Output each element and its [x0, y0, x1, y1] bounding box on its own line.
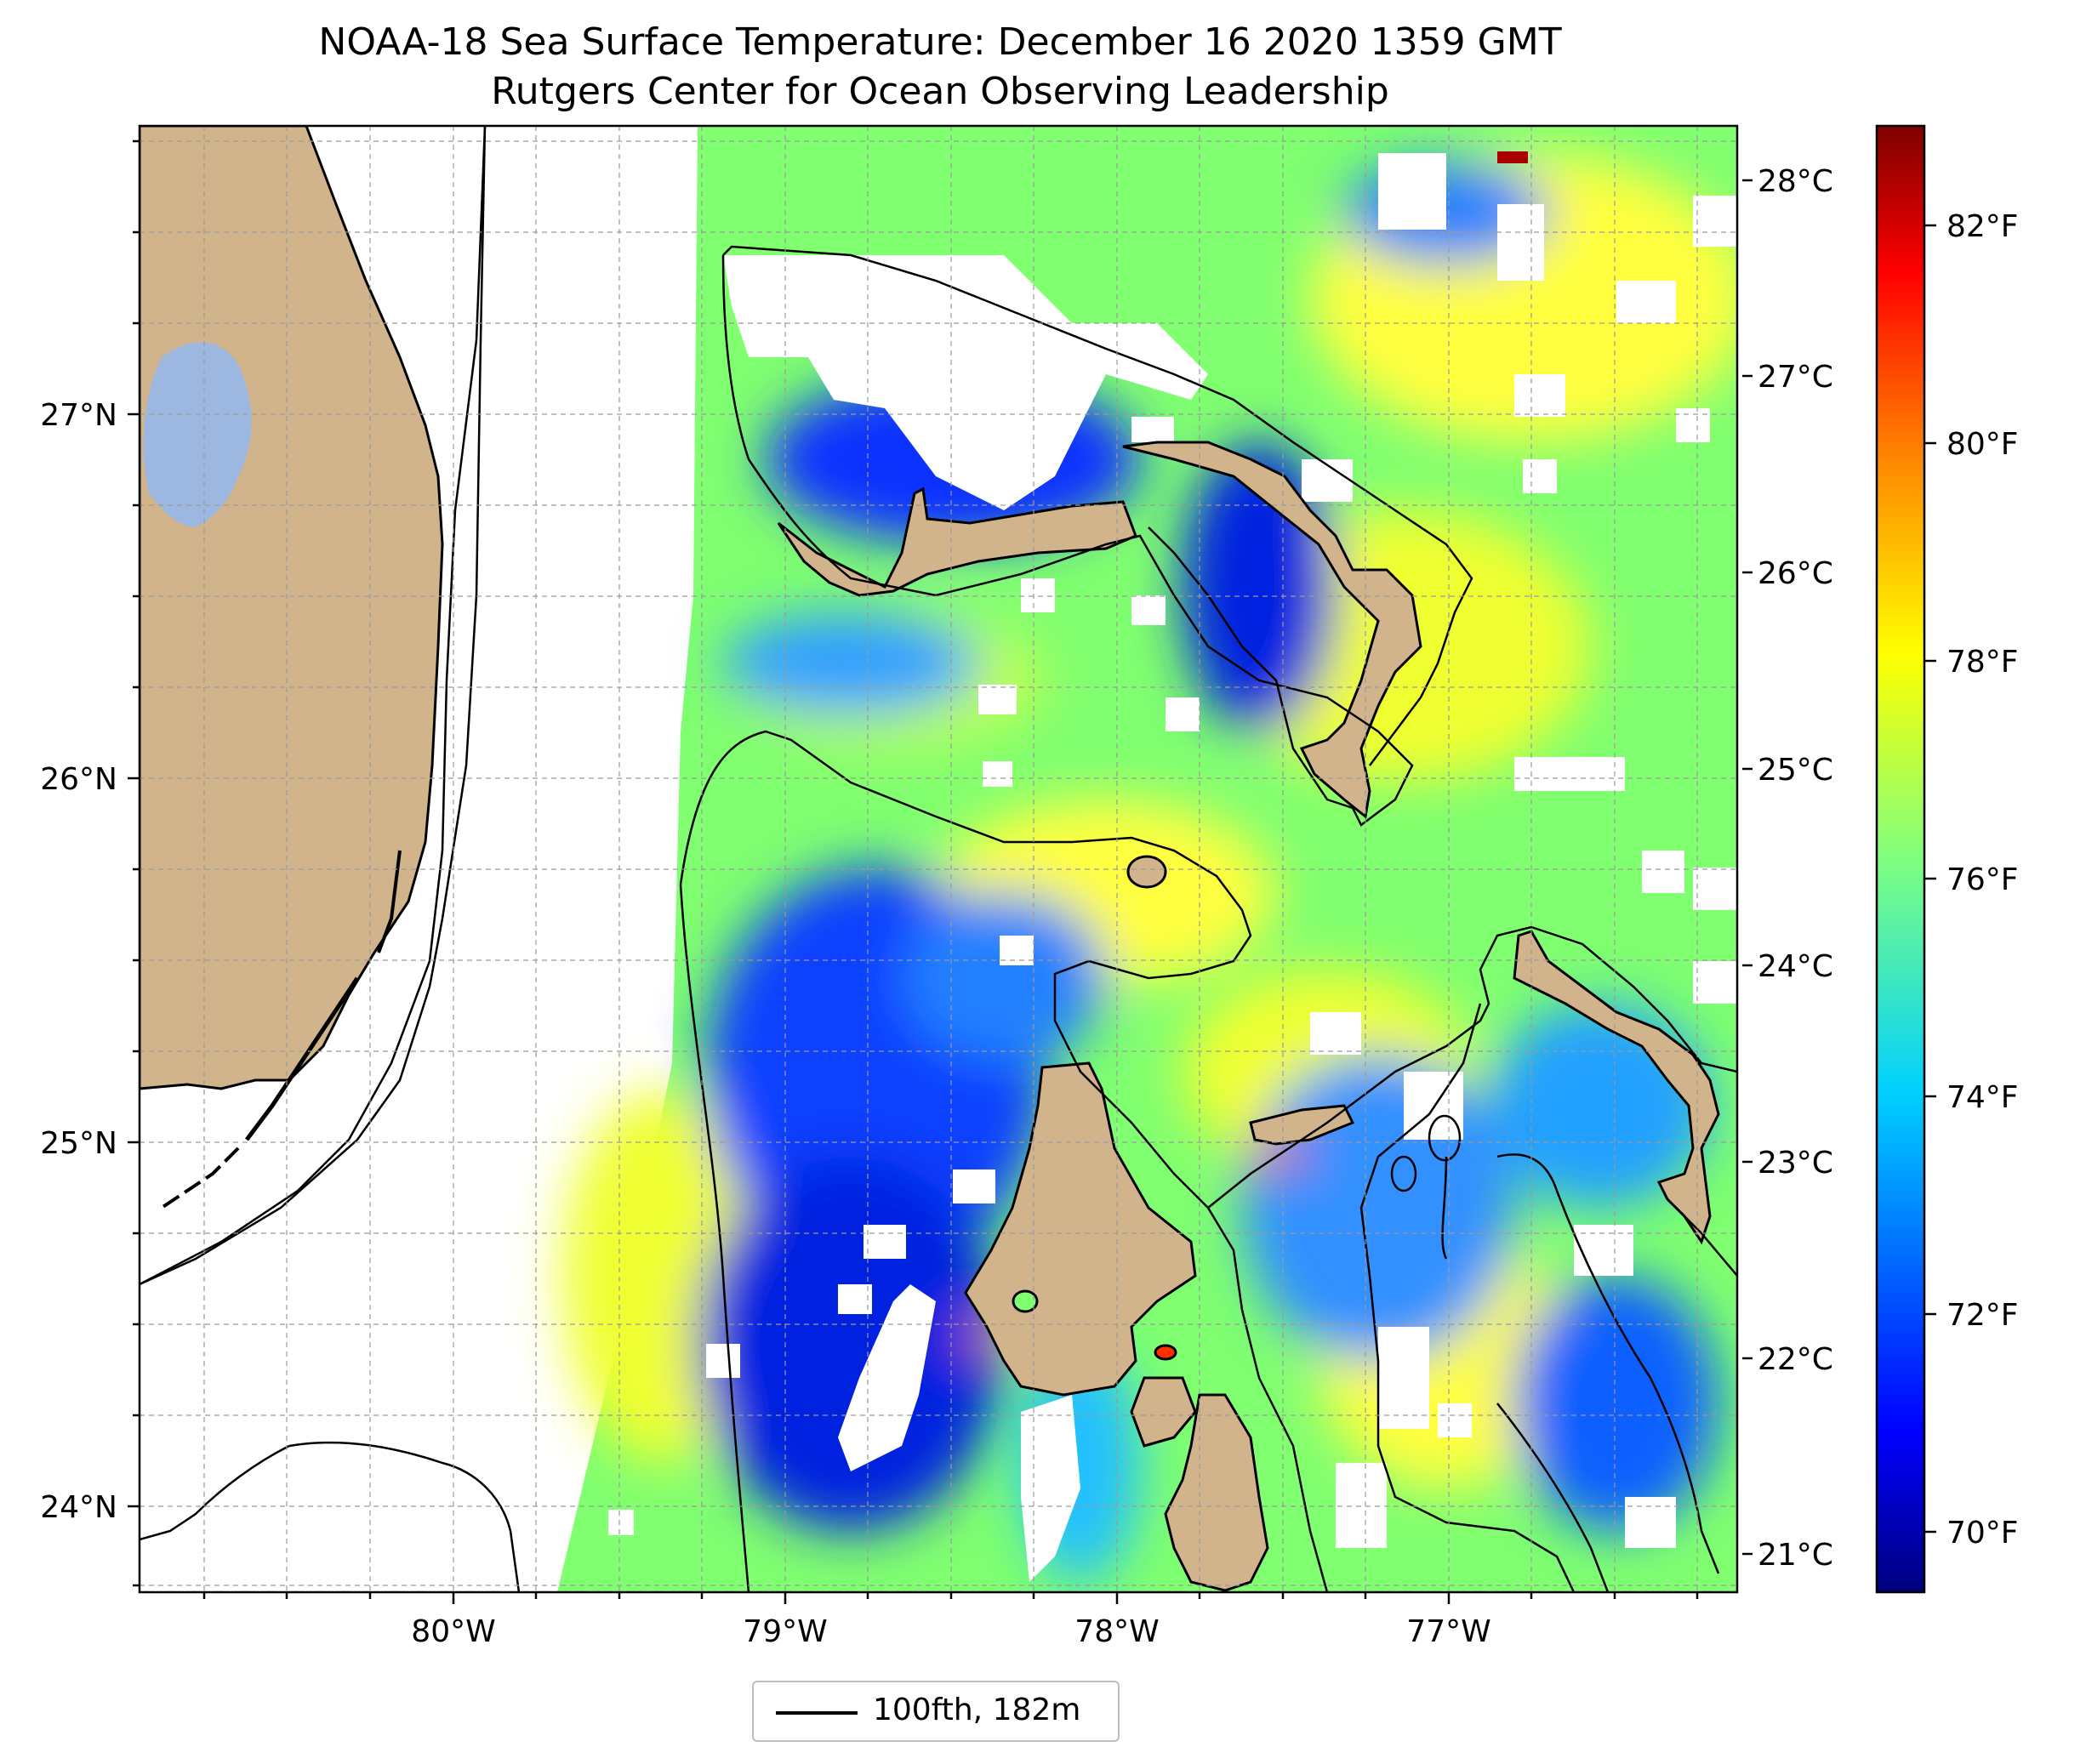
lat-ticks: [128, 139, 140, 1587]
map-title: NOAA-18 Sea Surface Temperature: Decembe…: [318, 20, 1562, 64]
colorbar-celsius-tick: 22°C: [1758, 1342, 1833, 1377]
land-florida: [140, 126, 444, 1209]
colorbar: 28°C 27°C 26°C 25°C 24°C 23°C 22°C 21°C …: [1742, 124, 2019, 1594]
colorbar-fahrenheit-tick: 72°F: [1946, 1298, 2019, 1333]
lon-label: 79°W: [743, 1614, 827, 1649]
lon-label: 80°W: [411, 1614, 495, 1649]
lon-label: 78°W: [1074, 1614, 1159, 1649]
colorbar-celsius-tick: 24°C: [1758, 949, 1833, 984]
land-bahamas: [777, 441, 1720, 1592]
colorbar-celsius-tick: 26°C: [1758, 556, 1833, 591]
colorbar-celsius-tick: 28°C: [1758, 164, 1833, 199]
colorbar-gradient: [1875, 124, 1926, 1594]
colorbar-fahrenheit-tick: 82°F: [1946, 209, 2019, 244]
lat-label: 25°N: [40, 1126, 117, 1161]
lon-label: 77°W: [1406, 1614, 1490, 1649]
colorbar-celsius-tick: 27°C: [1758, 360, 1833, 395]
map-frame: [138, 124, 1739, 1594]
lon-ticks: [202, 1592, 1699, 1604]
legend-line-swatch: [776, 1711, 858, 1715]
legend-label: 100fth, 182m: [873, 1693, 1081, 1727]
lat-label: 26°N: [40, 762, 117, 797]
lat-label: 27°N: [40, 398, 117, 433]
lat-label: 24°N: [40, 1490, 117, 1525]
legend: 100fth, 182m: [752, 1681, 1120, 1742]
colorbar-celsius-tick: 21°C: [1758, 1538, 1833, 1573]
colorbar-fahrenheit-tick: 78°F: [1946, 645, 2019, 680]
colorbar-fahrenheit-tick: 70°F: [1946, 1516, 2019, 1551]
colorbar-celsius-tick: 23°C: [1758, 1146, 1833, 1181]
map-subtitle: Rutgers Center for Ocean Observing Leade…: [491, 70, 1389, 113]
colorbar-fahrenheit-tick: 80°F: [1946, 427, 2019, 462]
colorbar-celsius-tick: 25°C: [1758, 753, 1833, 788]
gridlines: [140, 126, 1737, 1592]
colorbar-fahrenheit-tick: 76°F: [1946, 862, 2019, 897]
depth-contour: [140, 126, 1737, 1592]
colorbar-fahrenheit-tick: 74°F: [1946, 1080, 2019, 1115]
lake-okeechobee: [143, 342, 252, 527]
